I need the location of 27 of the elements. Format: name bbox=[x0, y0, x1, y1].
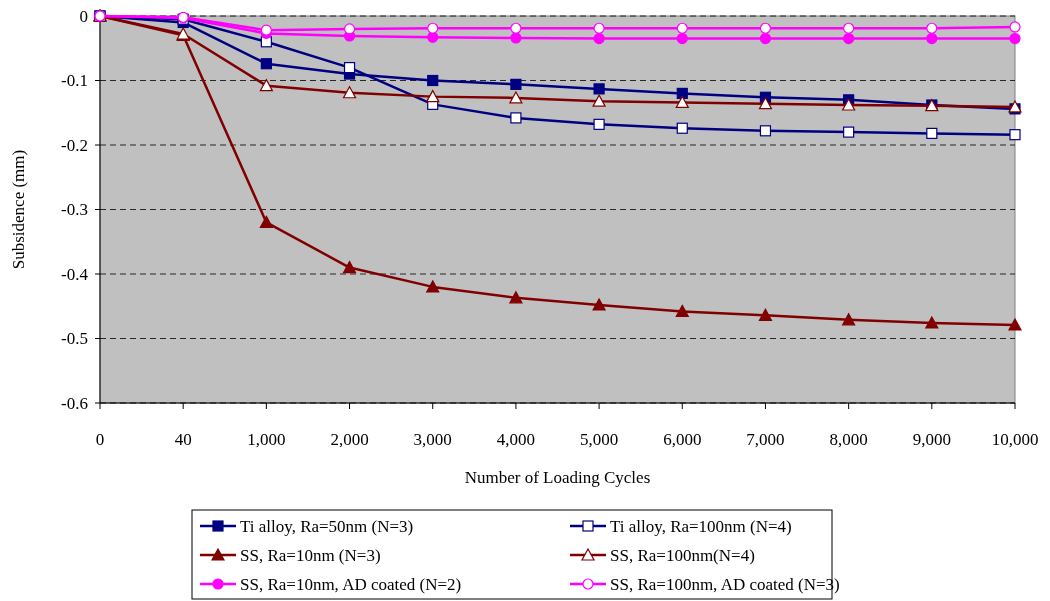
x-tick-label: 7,000 bbox=[746, 430, 785, 449]
y-tick-label: -0.5 bbox=[61, 329, 88, 349]
legend-label: SS, Ra=100nm(N=4) bbox=[610, 545, 755, 565]
y-tick-label: -0.6 bbox=[61, 393, 88, 413]
x-tick-label: 2,000 bbox=[330, 430, 369, 449]
legend-label: Ti alloy, Ra=50nm (N=3) bbox=[240, 516, 414, 536]
x-tick-label: 4,000 bbox=[496, 430, 536, 449]
x-tick-label: 5,000 bbox=[579, 430, 619, 449]
y-tick-label: -0.4 bbox=[61, 264, 89, 284]
y-tick-label: -0.3 bbox=[61, 200, 88, 220]
x-tick-label: 8,000 bbox=[829, 430, 868, 449]
x-tick-label: 40 bbox=[174, 430, 192, 449]
x-tick-label: 6,000 bbox=[663, 430, 702, 449]
x-tick-label: 10,000 bbox=[991, 430, 1039, 449]
x-tick-label: 3,000 bbox=[413, 430, 452, 449]
y-tick-label: 0 bbox=[79, 6, 88, 26]
x-tick-label: 0 bbox=[95, 430, 105, 449]
x-tick-label: 9,000 bbox=[912, 430, 951, 449]
x-axis-title: Number of Loading Cycles bbox=[464, 468, 651, 487]
legend-label: SS, Ra=10nm, AD coated (N=2) bbox=[240, 574, 462, 594]
x-tick-label: 1,000 bbox=[247, 430, 286, 449]
y-tick-label: -0.1 bbox=[61, 71, 88, 91]
legend-label: SS, Ra=10nm (N=3) bbox=[240, 545, 381, 565]
legend-label: SS, Ra=100nm, AD coated (N=3) bbox=[610, 574, 840, 594]
y-tick-label: -0.2 bbox=[61, 135, 88, 155]
y-axis-title: Subsidence (mm) bbox=[9, 149, 28, 270]
legend-label: Ti alloy, Ra=100nm (N=4) bbox=[610, 516, 792, 536]
